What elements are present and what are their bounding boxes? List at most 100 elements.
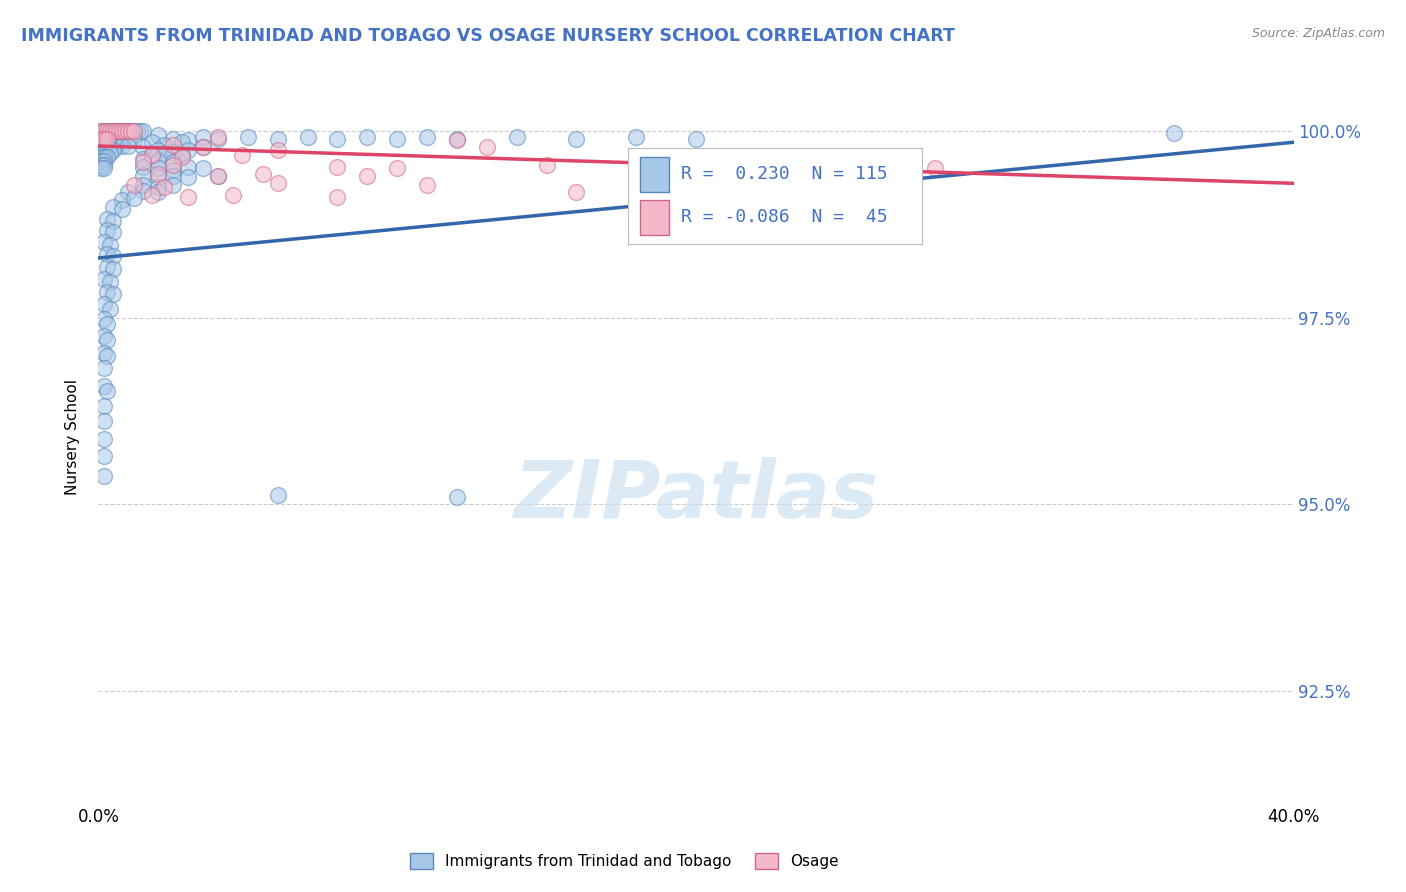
Text: R =  0.230  N = 115: R = 0.230 N = 115 <box>681 165 887 183</box>
Point <box>191 130 214 145</box>
Point <box>105 124 128 138</box>
Point <box>96 143 118 157</box>
Point <box>93 235 115 249</box>
Point <box>153 137 176 152</box>
Point <box>120 124 142 138</box>
Point <box>96 260 118 274</box>
Point <box>93 139 115 153</box>
Point <box>124 124 146 138</box>
Point <box>191 140 214 154</box>
Point <box>153 180 176 194</box>
Point <box>132 155 155 169</box>
Point <box>120 124 142 138</box>
Point <box>90 131 112 145</box>
Point <box>162 155 184 169</box>
Point <box>105 124 128 138</box>
Bar <box>640 200 669 235</box>
Point <box>108 124 131 138</box>
Point <box>93 150 115 164</box>
Point <box>141 187 163 202</box>
Point <box>446 131 468 145</box>
Point <box>177 133 200 147</box>
Bar <box>640 157 669 192</box>
Point <box>356 130 378 145</box>
Point <box>132 124 155 138</box>
Legend: Immigrants from Trinidad and Tobago, Osage: Immigrants from Trinidad and Tobago, Osa… <box>404 847 845 875</box>
Point <box>90 150 112 164</box>
Point <box>148 170 170 185</box>
Point <box>141 148 163 162</box>
Point <box>565 131 588 145</box>
Point <box>90 131 112 145</box>
Point <box>148 167 170 181</box>
Point <box>132 153 155 167</box>
Point <box>162 162 184 177</box>
Point <box>117 124 139 138</box>
Point <box>111 131 134 145</box>
Point <box>96 285 118 299</box>
Point <box>90 124 112 138</box>
Point <box>93 414 115 428</box>
Point <box>93 312 115 326</box>
Point <box>267 488 290 502</box>
Point <box>93 432 115 446</box>
Point <box>834 160 856 174</box>
Point <box>506 130 529 145</box>
Point <box>93 399 115 413</box>
Point <box>96 317 118 331</box>
Point <box>111 193 134 207</box>
Point <box>924 161 946 176</box>
Point <box>93 131 115 145</box>
Point <box>148 186 170 200</box>
Point <box>103 286 125 301</box>
Point <box>93 297 115 311</box>
Point <box>93 272 115 286</box>
Point <box>93 124 115 138</box>
Text: Source: ZipAtlas.com: Source: ZipAtlas.com <box>1251 27 1385 40</box>
Point <box>326 160 349 174</box>
Point <box>96 124 118 138</box>
Point <box>626 130 648 145</box>
Point <box>148 180 170 194</box>
Point <box>177 190 200 204</box>
Point <box>207 169 229 183</box>
Point <box>93 329 115 343</box>
Point <box>103 124 125 138</box>
Point <box>236 130 259 145</box>
Point <box>96 247 118 261</box>
Point <box>103 135 125 149</box>
Point <box>326 190 349 204</box>
Point <box>96 131 118 145</box>
Point <box>105 131 128 145</box>
Point <box>416 178 439 192</box>
Point <box>162 178 184 192</box>
Point <box>98 139 122 153</box>
Point <box>103 225 125 239</box>
Point <box>111 124 134 138</box>
Point <box>124 178 146 192</box>
Point <box>98 301 122 316</box>
Point <box>96 124 118 138</box>
Point <box>105 139 128 153</box>
Point <box>207 169 229 183</box>
Point <box>162 145 184 159</box>
Point <box>191 161 214 176</box>
Point <box>172 135 194 149</box>
Point <box>162 131 184 145</box>
Point <box>177 160 200 174</box>
Point <box>252 167 274 181</box>
Point <box>93 131 115 145</box>
Point <box>103 128 125 142</box>
Point <box>96 150 118 164</box>
Point <box>111 202 134 217</box>
Point <box>685 165 707 179</box>
Point <box>129 124 152 138</box>
Point <box>96 128 118 142</box>
Point <box>93 124 115 138</box>
Point <box>231 148 253 162</box>
Point <box>96 384 118 398</box>
Point <box>162 158 184 172</box>
Point <box>132 169 155 183</box>
Point <box>162 169 184 183</box>
Point <box>98 124 122 138</box>
